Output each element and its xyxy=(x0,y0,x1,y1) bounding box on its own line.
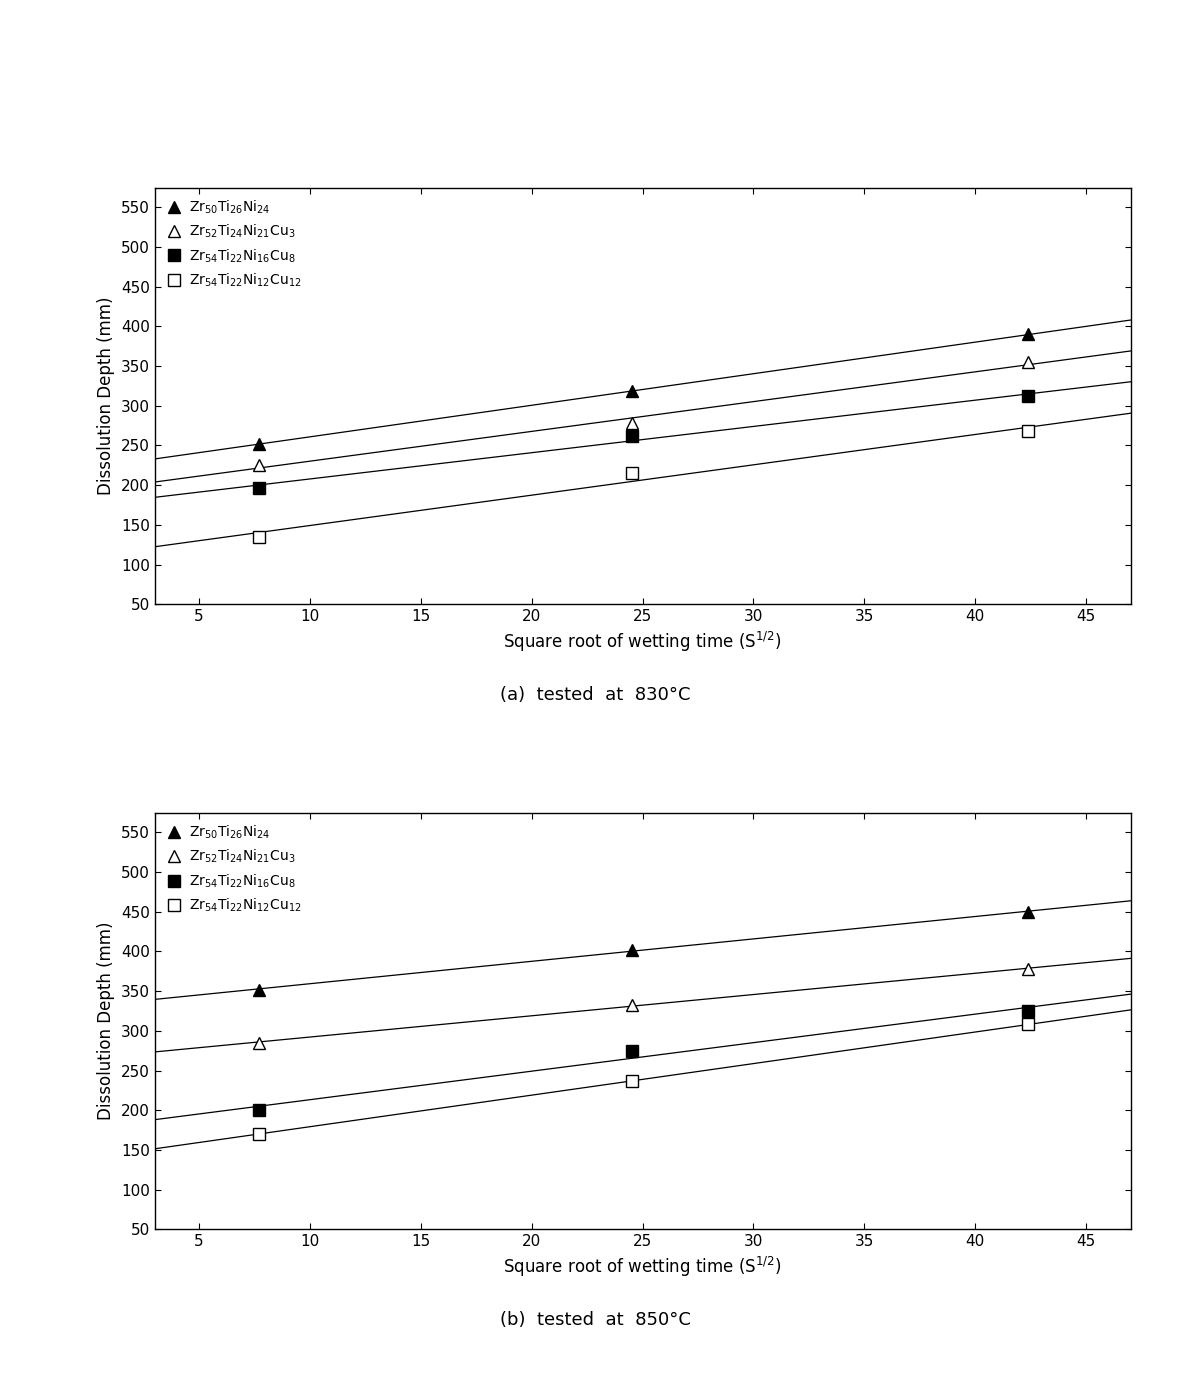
Legend: Zr$_{50}$Ti$_{26}$Ni$_{24}$, Zr$_{52}$Ti$_{24}$Ni$_{21}$Cu$_{3}$, Zr$_{54}$Ti$_{: Zr$_{50}$Ti$_{26}$Ni$_{24}$, Zr$_{52}$Ti… xyxy=(162,820,306,918)
Legend: Zr$_{50}$Ti$_{26}$Ni$_{24}$, Zr$_{52}$Ti$_{24}$Ni$_{21}$Cu$_{3}$, Zr$_{54}$Ti$_{: Zr$_{50}$Ti$_{26}$Ni$_{24}$, Zr$_{52}$Ti… xyxy=(162,194,306,293)
Text: (b)  tested  at  850°C: (b) tested at 850°C xyxy=(500,1311,690,1328)
Y-axis label: Dissolution Depth (mm): Dissolution Depth (mm) xyxy=(98,297,115,494)
Text: (a)  tested  at  830°C: (a) tested at 830°C xyxy=(500,686,690,703)
X-axis label: Square root of wetting time (S$^{1/2}$): Square root of wetting time (S$^{1/2}$) xyxy=(503,629,782,654)
Y-axis label: Dissolution Depth (mm): Dissolution Depth (mm) xyxy=(98,922,115,1120)
X-axis label: Square root of wetting time (S$^{1/2}$): Square root of wetting time (S$^{1/2}$) xyxy=(503,1254,782,1279)
